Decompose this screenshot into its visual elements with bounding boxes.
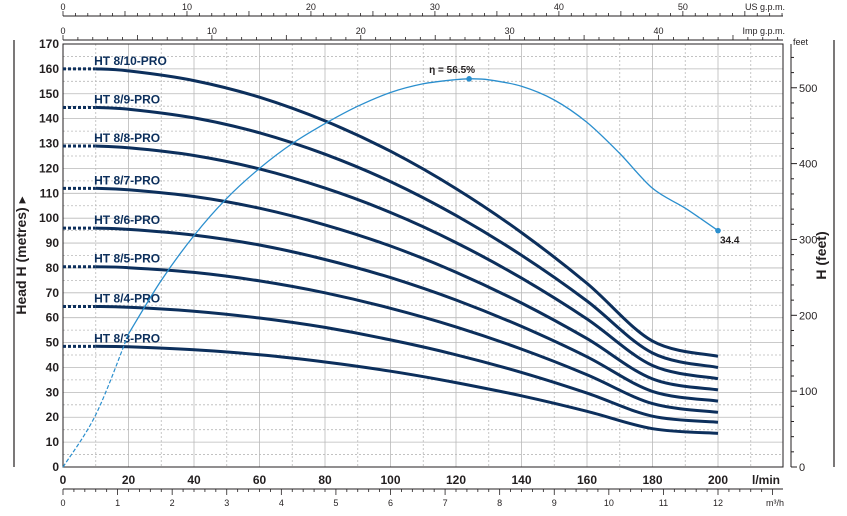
m3h-tick-label: 6 [388,498,393,508]
m3h-tick-label: 4 [279,498,284,508]
y-right-unit: feet [793,37,809,47]
imp-gpm-tick-label: 40 [654,26,664,36]
series-line [95,186,719,392]
series-label: HT 8/8-PRO [94,131,160,145]
series-label: HT 8/7-PRO [94,173,160,187]
y-tick-label: 70 [46,286,60,300]
m3h-tick-label: 8 [497,498,502,508]
series-line [95,226,719,403]
x-axis-unit: l/min [752,473,780,487]
imp-gpm-tick-label: 20 [356,26,366,36]
series-line [95,305,719,424]
y-tick-label: 10 [46,435,60,449]
y-tick-label: 160 [39,62,59,76]
y-right-tick-label: 100 [799,386,817,398]
efficiency-line [127,78,719,335]
y-axis-title: Head H (metres) ▸ [13,196,29,314]
y-tick-label: 140 [39,112,59,126]
x-tick-label: 60 [253,473,267,487]
x-tick-label: 40 [187,473,201,487]
us-gpm-tick-label: 50 [678,2,688,12]
x-tick-label: 20 [122,473,136,487]
series-line [95,67,719,358]
imp-gpm-unit: Imp g.p.m. [742,26,785,36]
y-right-tick-label: 500 [799,83,817,95]
series-label: HT 8/6-PRO [94,213,160,227]
y-right-tick-label: 400 [799,159,817,171]
plot-frame [62,43,784,468]
y-tick-label: 110 [40,186,60,200]
y-right-tick-label: 0 [799,462,805,474]
efficiency-line-dashed [62,333,130,468]
series-label: HT 8/5-PRO [94,252,160,266]
m3h-unit: m³/h [766,498,784,508]
y-tick-label: 40 [46,360,60,374]
imp-gpm-tick-label: 30 [505,26,515,36]
y-tick-label: 100 [39,211,59,225]
efficiency-peak-label: η = 56.5% [429,65,475,76]
imp-gpm-tick-label: 10 [207,26,217,36]
us-gpm-unit: US g.p.m. [745,2,785,12]
series-label: HT 8/10-PRO [94,54,167,68]
x-tick-label: 100 [380,473,400,487]
efficiency-end-label: 34.4 [720,236,740,247]
y-tick-label: 50 [46,336,60,350]
m3h-tick-label: 7 [443,498,448,508]
m3h-tick-label: 11 [659,498,668,508]
us-gpm-tick-label: 10 [182,2,192,12]
x-tick-label: 80 [318,473,332,487]
series-label: HT 8/9-PRO [94,92,160,106]
m3h-tick-label: 0 [60,498,65,508]
x-tick-label: 0 [60,473,67,487]
series-line [95,344,719,435]
us-gpm-tick-label: 30 [430,2,440,12]
m3h-tick-label: 10 [604,498,614,508]
series-line [95,105,719,369]
x-tick-label: 140 [511,473,531,487]
y-tick-label: 0 [52,460,59,474]
us-gpm-tick-label: 40 [554,2,564,12]
series-line [95,265,719,414]
y-right-axis-title: H (feet) [813,231,829,279]
y-tick-label: 20 [46,410,60,424]
us-gpm-tick-label: 0 [60,2,65,12]
x-tick-label: 160 [577,473,597,487]
y-tick-label: 30 [46,385,60,399]
x-tick-label: 180 [642,473,662,487]
m3h-tick-label: 9 [552,498,557,508]
y-tick-label: 120 [39,161,59,175]
efficiency-peak-marker [466,76,472,82]
y-tick-label: 150 [39,87,59,101]
m3h-tick-label: 5 [333,498,338,508]
imp-gpm-tick-label: 0 [60,26,65,36]
x-tick-label: 120 [446,473,466,487]
y-right-tick-label: 200 [799,310,817,322]
efficiency-end-marker [715,227,721,234]
m3h-tick-label: 1 [115,498,120,508]
us-gpm-tick-label: 20 [306,2,316,12]
y-tick-label: 80 [46,261,60,275]
y-tick-label: 130 [39,137,59,151]
m3h-tick-label: 3 [224,498,229,508]
y-tick-label: 90 [46,236,60,250]
y-tick-label: 60 [46,311,60,325]
m3h-tick-label: 2 [170,498,175,508]
m3h-tick-label: 12 [713,498,723,508]
y-tick-label: 170 [39,37,59,51]
y-right-tick-label: 300 [799,234,817,246]
series-line [95,144,719,381]
x-tick-label: 200 [708,473,728,487]
series-label: HT 8/4-PRO [94,292,160,306]
